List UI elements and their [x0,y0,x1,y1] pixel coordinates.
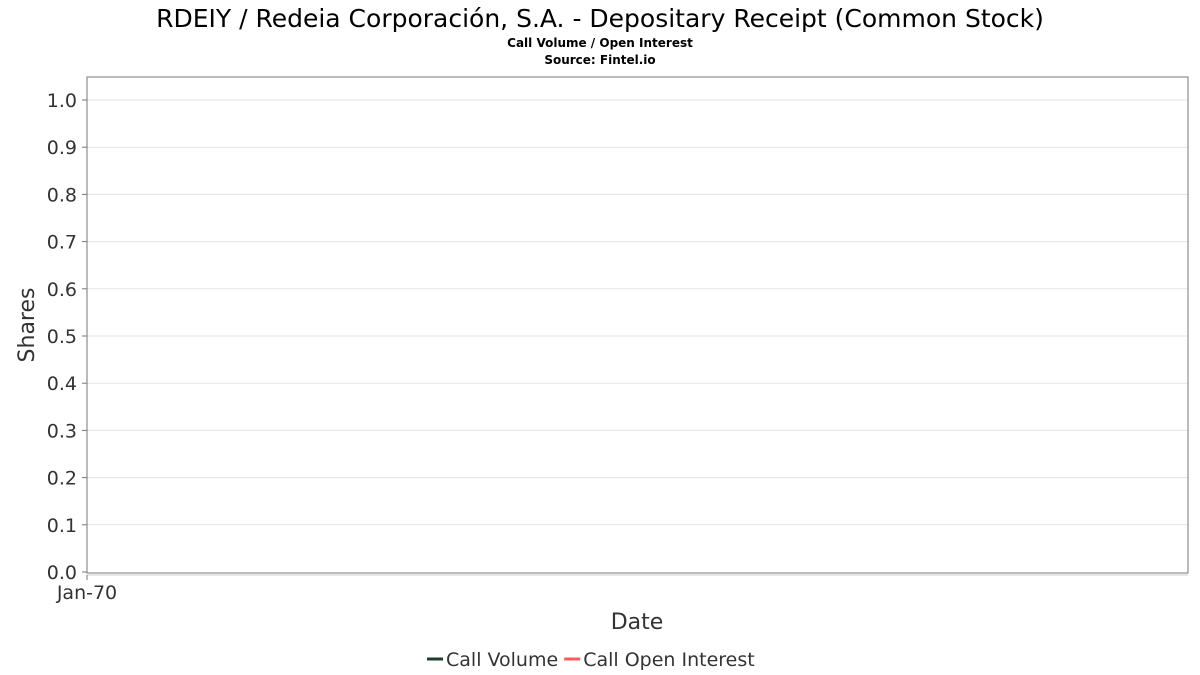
chart-subtitle: Call Volume / Open Interest [507,36,693,50]
plot-area [86,76,1189,574]
chart-source: Source: Fintel.io [544,53,655,67]
y-tick-label: 0.1 [47,515,77,537]
legend-label: Call Open Interest [583,649,755,671]
y-tick-label: 0.4 [47,373,77,395]
y-tick-label: 0.5 [47,326,77,348]
y-tick-label: 0.3 [47,420,77,442]
y-tick-label: 1.0 [47,90,77,112]
chart-title: RDEIY / Redeia Corporación, S.A. - Depos… [156,4,1044,33]
y-tick-label: 0.0 [47,562,77,584]
legend: Call Volume Call Open Interest [427,649,755,671]
y-tick-label: 0.2 [47,468,77,490]
x-tick-label: Jan-70 [56,582,117,604]
gridlines [87,99,1188,526]
y-tick-label: 0.6 [47,279,77,301]
x-axis-title: Date [611,610,664,635]
y-tick-label: 0.9 [47,137,77,159]
x-axis-ticks: Jan-70 [56,575,117,604]
y-tick-label: 0.8 [47,184,77,206]
y-axis-ticks: 0.0 0.1 0.2 0.3 0.4 0.5 0.6 0.7 0.8 0.9 1.0 [47,90,87,584]
legend-label: Call Volume [446,649,558,671]
y-tick-label: 0.7 [47,232,77,254]
y-axis-title: Shares [15,288,40,363]
